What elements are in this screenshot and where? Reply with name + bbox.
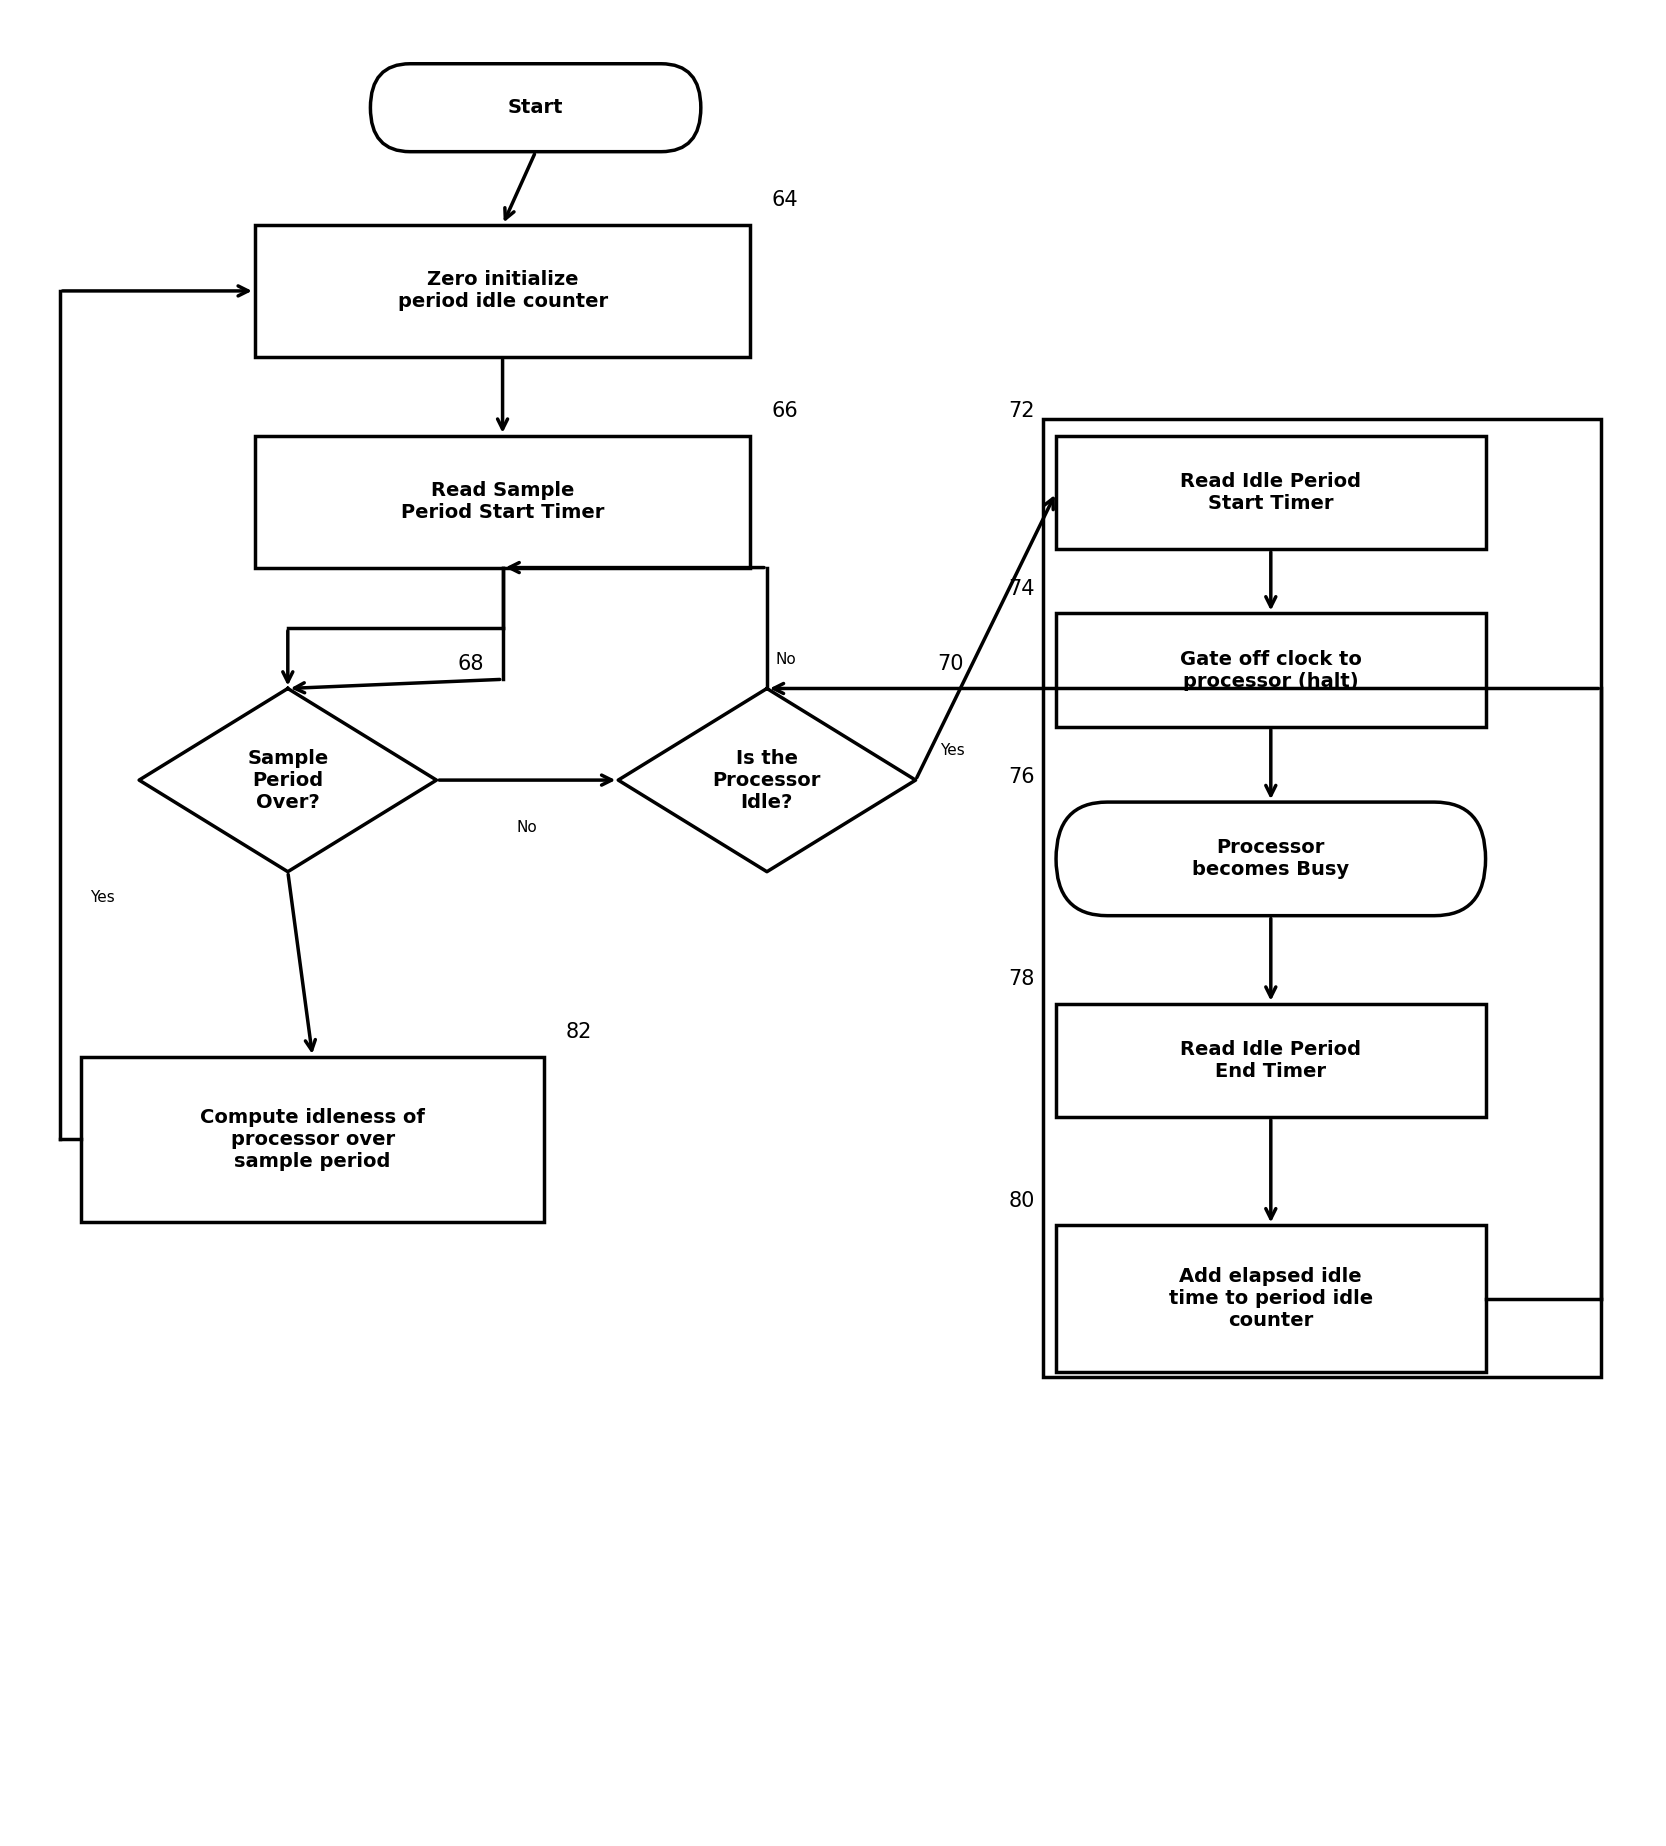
Text: 78: 78 — [1008, 969, 1035, 989]
Text: Start: Start — [508, 98, 563, 116]
Bar — [1043, 419, 1601, 1377]
Text: 82: 82 — [565, 1023, 591, 1043]
Text: Is the
Processor
Idle?: Is the Processor Idle? — [713, 749, 821, 812]
Bar — [255, 225, 750, 356]
Text: 66: 66 — [771, 401, 798, 421]
Polygon shape — [618, 689, 916, 871]
Text: 80: 80 — [1008, 1191, 1035, 1211]
Bar — [255, 436, 750, 567]
Bar — [1056, 436, 1486, 550]
Text: Processor
becomes Busy: Processor becomes Busy — [1193, 838, 1349, 879]
Text: Read Idle Period
End Timer: Read Idle Period End Timer — [1180, 1039, 1361, 1082]
Text: Add elapsed idle
time to period idle
counter: Add elapsed idle time to period idle cou… — [1170, 1266, 1373, 1331]
FancyBboxPatch shape — [370, 65, 701, 151]
Polygon shape — [140, 689, 436, 871]
Bar — [1056, 1226, 1486, 1372]
Text: 68: 68 — [458, 653, 485, 674]
Text: Read Idle Period
Start Timer: Read Idle Period Start Timer — [1180, 473, 1361, 513]
Text: Read Sample
Period Start Timer: Read Sample Period Start Timer — [402, 482, 605, 522]
FancyBboxPatch shape — [1056, 801, 1486, 916]
Text: No: No — [516, 820, 538, 836]
Text: 72: 72 — [1008, 401, 1035, 421]
Text: 76: 76 — [1008, 768, 1035, 788]
Text: Yes: Yes — [940, 744, 965, 759]
Text: Yes: Yes — [90, 890, 115, 905]
Bar — [1056, 613, 1486, 727]
Text: Compute idleness of
processor over
sample period: Compute idleness of processor over sampl… — [200, 1108, 425, 1170]
Text: Gate off clock to
processor (halt): Gate off clock to processor (halt) — [1180, 650, 1361, 690]
Text: 74: 74 — [1008, 578, 1035, 598]
Text: 70: 70 — [936, 653, 963, 674]
Text: Zero initialize
period idle counter: Zero initialize period idle counter — [398, 270, 608, 312]
Text: No: No — [775, 652, 796, 666]
Text: Sample
Period
Over?: Sample Period Over? — [247, 749, 328, 812]
Bar — [82, 1056, 543, 1222]
Text: 64: 64 — [771, 190, 798, 210]
Bar — [1056, 1004, 1486, 1117]
